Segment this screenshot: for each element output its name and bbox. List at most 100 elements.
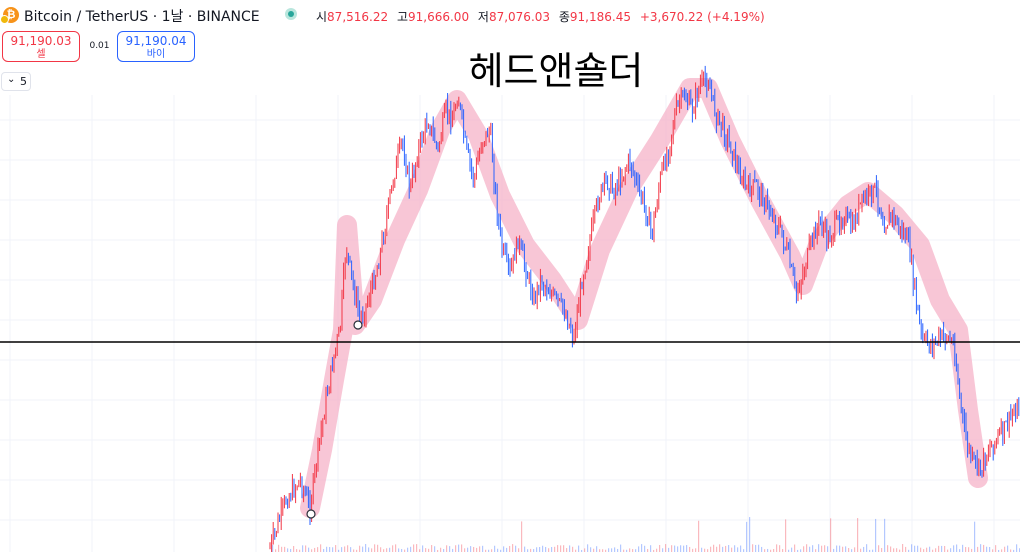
volume-bar [641,544,643,552]
chart-grid [0,95,1020,552]
chart-marker-circle [306,509,316,519]
volume-bar [785,519,787,552]
volume-bar [452,548,454,552]
volume-bar [770,549,772,552]
volume-bar [854,547,856,552]
volume-bar [668,547,670,552]
volume-bar [725,545,727,552]
candlestick-series [269,65,1020,552]
volume-bar [305,545,307,552]
volume-bar [590,547,592,552]
volume-bar [395,544,397,552]
buy-button[interactable]: 91,190.04 바이 [117,31,195,62]
volume-bar [974,521,976,552]
volume-bar [926,547,928,552]
volume-bar [728,545,730,552]
volume-bar [704,548,706,552]
volume-bar [554,546,556,552]
volume-bar [677,546,679,552]
volume-bar [752,544,754,552]
volume-bar [908,549,910,552]
volume-bar [545,546,547,552]
volume-bar [872,549,874,552]
volume-bar [662,548,664,552]
volume-bar [761,546,763,552]
volume-bar [467,547,469,552]
volume-bar [731,547,733,552]
volume-bar [713,544,715,552]
volume-bar [302,545,304,552]
volume-bar [533,549,535,552]
volume-bar [620,544,622,552]
volume-bar [458,544,460,552]
volume-bar [779,545,781,552]
highlight-path [300,78,988,518]
volume-bar [887,545,889,552]
volume-bar [680,545,682,552]
volume-bar [839,545,841,552]
sell-button[interactable]: 91,190.03 셀 [2,31,80,62]
volume-bar [896,548,898,552]
volume-bar [293,546,295,552]
indicators-toggle-button[interactable]: ⌄ 5 [1,72,31,91]
volume-bar [656,548,658,552]
volume-bar [416,544,418,552]
volume-bar [815,549,817,552]
volume-bar [746,521,748,552]
volume-bar [803,546,805,552]
volume-bar [791,547,793,552]
volume-bar [977,546,979,552]
volume-bar [542,545,544,552]
volume-bar [581,549,583,552]
volume-bar [869,549,871,552]
head-and-shoulders-highlight [300,78,988,518]
volume-bar [809,546,811,552]
volume-bar [326,546,328,552]
volume-bar [860,548,862,552]
volume-bar [413,544,415,552]
chevron-down-icon: ⌄ [7,74,16,85]
volume-bar [1010,549,1012,552]
volume-bar [536,547,538,552]
volume-bar [827,546,829,552]
volume-bar [635,549,637,552]
volume-bar [659,544,661,552]
volume-bar [998,549,1000,552]
volume-bar [626,549,628,552]
volume-bar [884,518,886,552]
symbol-title[interactable]: Bitcoin / TetherUS · 1날 · BINANCE [24,9,260,25]
open-key: 시 [316,10,328,24]
volume-bar [743,549,745,552]
volume-bar [920,547,922,552]
volume-bar [425,548,427,552]
volume-bar [470,546,472,552]
volume-bar [287,548,289,552]
volume-bar [443,549,445,552]
volume-bar [881,548,883,552]
volume-bar [911,544,913,552]
volume-bar [587,544,589,552]
volume-bar [830,518,832,552]
volume-bar [719,544,721,552]
volume-bar [575,549,577,552]
volume-bar [644,545,646,552]
volume-bar [674,545,676,552]
volume-bar [941,545,943,552]
exchange-badge-icon [0,15,9,24]
volume-bar [983,544,985,552]
volume-bar [650,545,652,552]
volume-bar [671,545,673,552]
volume-bar [584,548,586,552]
volume-bar [788,549,790,552]
volume-bar [461,544,463,552]
market-status-icon[interactable] [285,8,297,20]
volume-bar [944,545,946,552]
volume-bar [683,545,685,552]
pattern-annotation[interactable]: 헤드앤숄더 [469,49,644,93]
volume-bar [491,549,493,552]
volume-bar [995,545,997,552]
volume-bar [992,549,994,552]
chart-marker-circle [353,320,363,330]
volume-bar [959,549,961,552]
